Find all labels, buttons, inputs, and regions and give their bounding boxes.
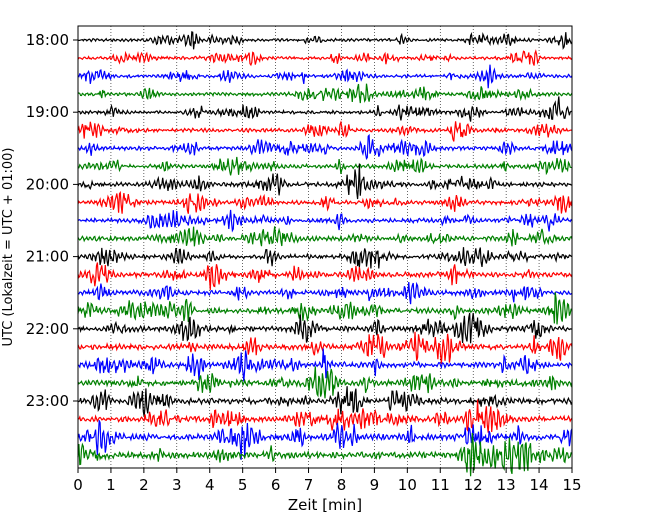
seismic-traces xyxy=(77,31,573,477)
trace-line xyxy=(77,312,573,344)
y-axis: 18:00 19:00 20:00 21:00 22:00 23:00 xyxy=(26,31,78,410)
x-tick-label: 2 xyxy=(139,476,149,494)
y-tick-label: 20:00 xyxy=(26,175,69,193)
x-tick-label: 3 xyxy=(172,476,182,494)
trace-line xyxy=(77,31,573,50)
trace-line xyxy=(77,386,573,417)
trace-line xyxy=(77,156,573,176)
trace-line xyxy=(77,83,573,104)
y-axis-label: UTC (Lokalzeit = UTC + 01:00) xyxy=(1,148,16,347)
y-tick-label: 23:00 xyxy=(26,392,69,410)
x-tick-label: 7 xyxy=(304,476,314,494)
trace-line xyxy=(77,64,573,89)
trace-line xyxy=(77,163,573,200)
trace-line xyxy=(77,120,573,142)
trace-line xyxy=(77,247,573,269)
trace-line xyxy=(77,133,573,161)
trace-line xyxy=(77,432,573,477)
trace-line xyxy=(77,292,573,325)
x-tick-label: 4 xyxy=(205,476,215,494)
x-tick-label: 14 xyxy=(530,476,549,494)
x-tick-label: 9 xyxy=(370,476,380,494)
x-tick-label: 5 xyxy=(238,476,248,494)
y-tick-label: 21:00 xyxy=(26,248,69,266)
trace-line xyxy=(77,348,573,382)
x-tick-label: 8 xyxy=(337,476,347,494)
x-tick-label: 11 xyxy=(431,476,450,494)
x-tick-label: 13 xyxy=(497,476,516,494)
x-axis-label: Zeit [min] xyxy=(288,496,362,514)
x-tick-label: 10 xyxy=(398,476,417,494)
trace-line xyxy=(77,281,573,305)
trace-line xyxy=(77,96,573,122)
x-tick-label: 6 xyxy=(271,476,281,494)
y-tick-label: 18:00 xyxy=(26,31,69,49)
x-tick-label: 12 xyxy=(464,476,483,494)
trace-line xyxy=(77,49,573,67)
trace-line xyxy=(77,331,573,365)
trace-line xyxy=(77,399,573,433)
x-tick-label: 15 xyxy=(562,476,581,494)
x-axis: 0 1 2 3 4 5 6 7 8 9 10 11 12 13 14 15 xyxy=(73,468,582,494)
trace-line xyxy=(77,262,573,291)
trace-line xyxy=(77,420,573,460)
trace-line xyxy=(77,190,573,214)
plot-frame xyxy=(77,25,573,469)
x-tick-label: 0 xyxy=(73,476,83,494)
trace-line xyxy=(77,226,573,247)
trace-line xyxy=(77,209,573,233)
x-tick-label: 1 xyxy=(106,476,116,494)
y-tick-label: 19:00 xyxy=(26,103,69,121)
y-tick-label: 22:00 xyxy=(26,320,69,338)
trace-line xyxy=(77,366,573,399)
